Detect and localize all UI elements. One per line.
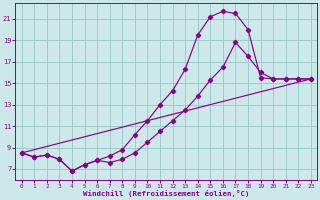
X-axis label: Windchill (Refroidissement éolien,°C): Windchill (Refroidissement éolien,°C) bbox=[83, 190, 250, 197]
